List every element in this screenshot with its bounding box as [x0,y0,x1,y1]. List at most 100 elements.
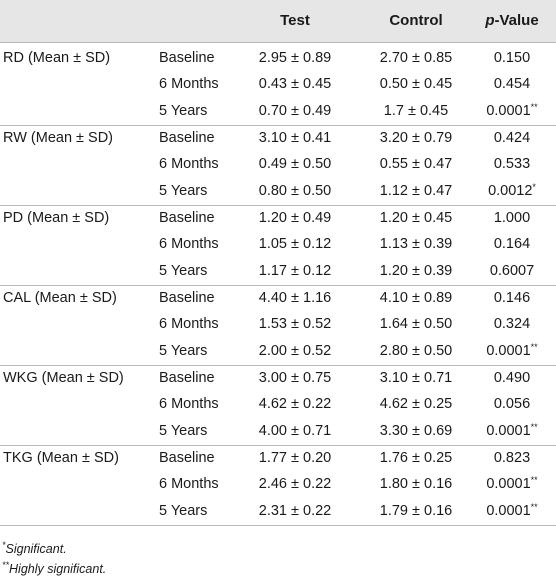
significance-mark: ** [530,341,538,352]
group-rule [0,524,556,526]
p-value: 0.0001** [486,341,538,359]
test-value: 4.62 ± 0.22 [258,396,332,412]
time-point: Baseline [159,449,215,466]
test-value: 1.05 ± 0.12 [258,236,332,252]
group-label: RW (Mean ± SD) [3,129,114,146]
control-value: 2.80 ± 0.50 [379,342,453,359]
header-rule [0,42,556,43]
significance-mark: ** [530,421,538,432]
control-value: 4.62 ± 0.25 [379,396,453,412]
control-value: 1.20 ± 0.39 [379,262,453,279]
p-value: 0.324 [493,316,531,332]
significance-mark: ** [530,501,538,512]
time-point: 5 Years [159,102,208,119]
control-value: 2.70 ± 0.85 [379,49,453,66]
test-value: 0.70 ± 0.49 [258,102,332,119]
footnote-text: Significant. [5,542,67,556]
time-point: 6 Months [159,396,219,412]
control-value: 3.10 ± 0.71 [379,369,453,386]
test-value: 2.31 ± 0.22 [258,502,332,519]
table-header-row [0,0,556,42]
test-value: 4.00 ± 0.71 [258,422,332,439]
test-value: 1.53 ± 0.52 [258,316,332,332]
p-value: 0.823 [493,449,531,466]
time-point: 5 Years [159,502,208,519]
footnote-mark: ** [2,560,10,570]
p-value: 0.146 [493,289,531,306]
control-value: 1.80 ± 0.16 [379,476,453,492]
p-value: 0.0001** [486,421,538,439]
time-point: Baseline [159,289,215,306]
test-value: 0.49 ± 0.50 [258,156,332,172]
test-value: 0.43 ± 0.45 [258,76,332,92]
test-value: 1.20 ± 0.49 [258,209,332,226]
p-value: 0.6007 [489,262,535,279]
control-value: 4.10 ± 0.89 [379,289,453,306]
p-value: 0.454 [493,76,531,92]
group-label: PD (Mean ± SD) [3,209,110,226]
test-value: 1.17 ± 0.12 [258,262,332,279]
significance-mark: ** [530,101,538,112]
test-value: 3.10 ± 0.41 [258,129,332,146]
p-value: 0.533 [493,156,531,172]
control-value: 3.30 ± 0.69 [379,422,453,439]
control-value: 1.7 ± 0.45 [383,102,449,119]
time-point: 5 Years [159,182,208,199]
group-rule [0,364,556,366]
p-value: 0.0001** [486,101,538,119]
test-value: 2.46 ± 0.22 [258,476,332,492]
p-value: 0.490 [493,369,531,386]
significance-mark: * [532,181,536,192]
time-point: Baseline [159,49,215,66]
control-value: 1.76 ± 0.25 [379,449,453,466]
p-value: 0.0012* [488,181,536,199]
test-value: 1.77 ± 0.20 [258,449,332,466]
p-value: 1.000 [493,209,531,226]
group-label: WKG (Mean ± SD) [3,369,124,386]
footnote: **Highly significant. [2,561,106,577]
control-value: 1.79 ± 0.16 [379,502,453,519]
group-rule [0,444,556,446]
test-value: 4.40 ± 1.16 [258,289,332,306]
header-test: Test [280,12,310,29]
header-p-value: p-Value [485,12,539,29]
p-value: 0.0001** [486,501,538,519]
p-value: 0.0001** [486,475,538,493]
test-value: 3.00 ± 0.75 [258,369,332,386]
time-point: 6 Months [159,316,219,332]
time-point: 6 Months [159,236,219,252]
control-value: 0.55 ± 0.47 [379,156,453,172]
group-rule [0,124,556,126]
footnote: *Significant. [2,541,67,557]
control-value: 1.13 ± 0.39 [379,236,453,252]
control-value: 1.64 ± 0.50 [379,316,453,332]
footnote-text: Highly significant. [9,562,107,576]
test-value: 2.00 ± 0.52 [258,342,332,359]
time-point: 6 Months [159,156,219,172]
time-point: Baseline [159,129,215,146]
time-point: 5 Years [159,262,208,279]
control-value: 3.20 ± 0.79 [379,129,453,146]
control-value: 0.50 ± 0.45 [379,76,453,92]
header-control: Control [389,12,443,29]
control-value: 1.20 ± 0.45 [379,209,453,226]
p-value: 0.056 [493,396,531,412]
footnote-mark: * [2,540,6,550]
control-value: 1.12 ± 0.47 [379,182,453,199]
p-value: 0.164 [493,236,531,252]
group-label: TKG (Mean ± SD) [3,449,119,466]
time-point: Baseline [159,209,215,226]
group-rule [0,284,556,286]
group-label: CAL (Mean ± SD) [3,289,117,306]
time-point: 6 Months [159,76,219,92]
p-value: 0.150 [493,49,531,66]
test-value: 2.95 ± 0.89 [258,49,332,66]
time-point: 5 Years [159,342,208,359]
test-value: 0.80 ± 0.50 [258,182,332,199]
group-rule [0,204,556,206]
group-label: RD (Mean ± SD) [3,49,111,66]
time-point: 6 Months [159,476,219,492]
time-point: 5 Years [159,422,208,439]
significance-mark: ** [530,475,538,485]
p-value: 0.424 [493,129,531,146]
